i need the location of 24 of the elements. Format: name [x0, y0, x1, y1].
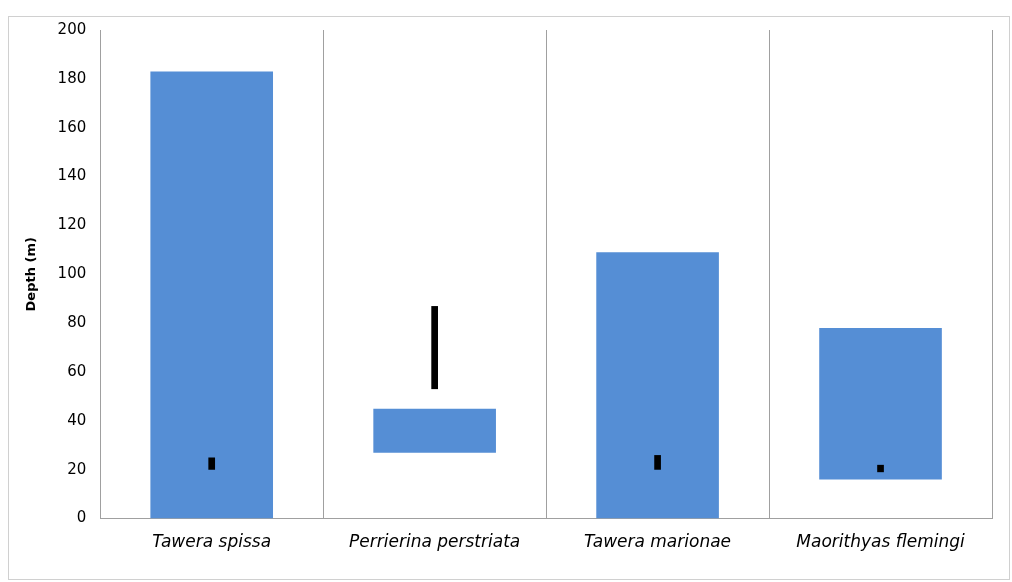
y-tick-label: 180	[57, 68, 87, 87]
bar	[208, 457, 216, 470]
y-tick-label: 100	[57, 264, 87, 283]
bar	[819, 328, 942, 480]
y-tick-label: 120	[57, 215, 87, 234]
y-tick-label: 0	[76, 508, 87, 527]
bar	[654, 455, 661, 470]
y-tick-label: 80	[67, 313, 87, 332]
x-tick-label: Maorithyas flemingi	[796, 531, 965, 552]
y-tick-label: 160	[57, 117, 87, 136]
y-tick-label: 60	[67, 361, 87, 380]
y-tick-label: 20	[67, 459, 87, 478]
x-tick-label: Perrierina perstriata	[349, 531, 521, 552]
bar	[150, 71, 274, 519]
x-tick-label: Tawera spissa	[152, 531, 272, 552]
x-tick-label: Tawera marionae	[584, 531, 732, 552]
y-axis-title: Depth (m)	[23, 237, 39, 312]
y-tick-label: 140	[57, 166, 87, 185]
bar	[431, 306, 438, 390]
bar	[877, 464, 884, 473]
bar	[373, 408, 496, 453]
bar	[596, 252, 719, 519]
y-tick-label: 200	[57, 19, 87, 38]
y-tick-label: 40	[67, 410, 87, 429]
